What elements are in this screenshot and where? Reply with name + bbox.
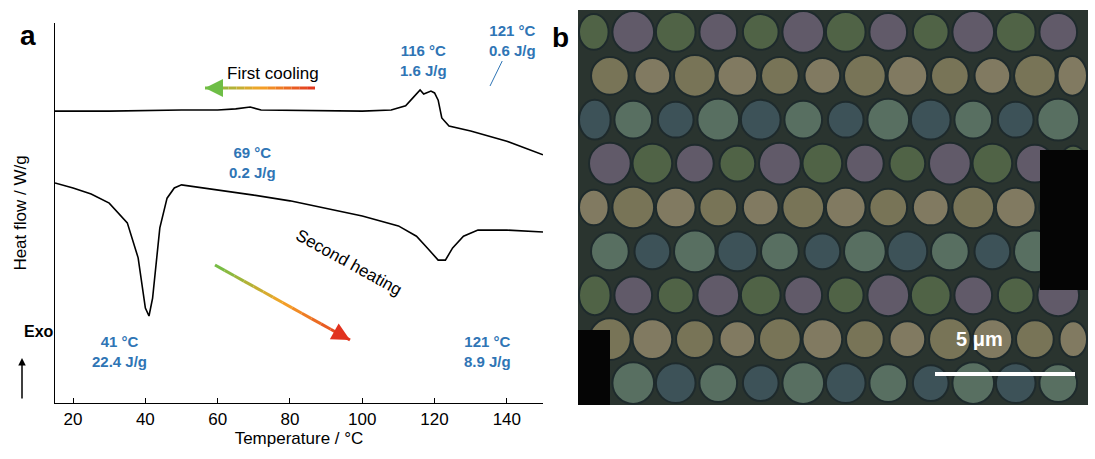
svg-text:69 °C0.2 J/g: 69 °C0.2 J/g (229, 144, 276, 181)
svg-text:100: 100 (348, 410, 376, 429)
svg-text:5 μm: 5 μm (956, 328, 1003, 350)
svg-text:Heat flow / W/g: Heat flow / W/g (11, 155, 30, 270)
svg-text:116 °C1.6 J/g: 116 °C1.6 J/g (400, 42, 447, 79)
svg-text:Exo: Exo (24, 323, 54, 340)
svg-text:First cooling: First cooling (227, 64, 319, 83)
svg-text:b: b (552, 22, 569, 53)
svg-text:121 °C8.9 J/g: 121 °C8.9 J/g (464, 333, 511, 370)
svg-text:60: 60 (208, 410, 227, 429)
svg-text:140: 140 (493, 410, 521, 429)
svg-text:40: 40 (136, 410, 155, 429)
svg-text:41 °C22.4 J/g: 41 °C22.4 J/g (92, 333, 147, 370)
svg-text:121 °C0.6 J/g: 121 °C0.6 J/g (489, 22, 536, 59)
svg-text:Second heating: Second heating (293, 226, 406, 300)
svg-text:20: 20 (64, 410, 83, 429)
svg-text:Temperature / °C: Temperature / °C (235, 429, 364, 448)
svg-text:80: 80 (280, 410, 299, 429)
svg-text:a: a (20, 20, 36, 51)
svg-text:120: 120 (420, 410, 448, 429)
